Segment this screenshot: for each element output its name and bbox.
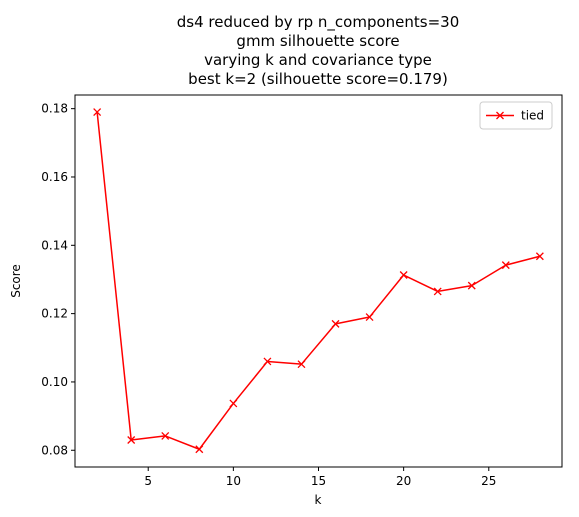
title-line-2: gmm silhouette score: [236, 32, 399, 50]
data-point-marker: [127, 436, 136, 444]
legend-label-tied: tied: [521, 109, 544, 123]
legend-marker: [496, 111, 504, 120]
plot-area: 5 10 15 20 25 0.08 0.10 0.12 0.14 0.16 0.18 tied: [41, 94, 563, 488]
y-tick-label: 0.14: [41, 238, 68, 252]
data-point-marker: [263, 357, 272, 366]
title-line-4: best k=2 (silhouette score=0.179): [188, 70, 448, 88]
y-tick-label: 0.10: [41, 375, 68, 389]
series-line-tied: [96, 112, 541, 450]
data-point-marker: [161, 431, 170, 440]
y-axis-label: Score: [9, 264, 23, 298]
data-point-marker: [433, 287, 442, 296]
title-line-1: ds4 reduced by rp n_components=30: [177, 13, 459, 32]
x-axis-label: k: [315, 493, 322, 507]
data-point-marker: [297, 360, 306, 369]
x-tick-label: 15: [311, 474, 326, 488]
data-point-marker: [467, 281, 476, 290]
data-point-marker: [399, 271, 408, 279]
data-point-marker: [331, 319, 340, 328]
data-point-marker: [501, 261, 510, 270]
axes-frame: [74, 94, 563, 468]
data-point-marker: [229, 399, 238, 408]
y-tick-label: 0.18: [41, 102, 68, 116]
legend-box: [479, 101, 553, 130]
data-point-marker: [195, 445, 204, 454]
y-tick-label: 0.12: [41, 307, 68, 321]
data-point-marker: [365, 313, 374, 321]
x-tick-label: 20: [396, 474, 411, 488]
title-line-3: varying k and covariance type: [204, 51, 432, 69]
x-tick-label: 10: [226, 474, 241, 488]
data-point-marker: [93, 108, 102, 117]
x-tick-label: 5: [144, 474, 152, 488]
y-tick-label: 0.16: [41, 170, 68, 184]
y-tick-label: 0.08: [41, 443, 68, 457]
chart-title: ds4 reduced by rp n_components=30 gmm si…: [177, 13, 459, 88]
data-point-marker: [535, 252, 544, 261]
x-tick-label: 25: [481, 474, 496, 488]
